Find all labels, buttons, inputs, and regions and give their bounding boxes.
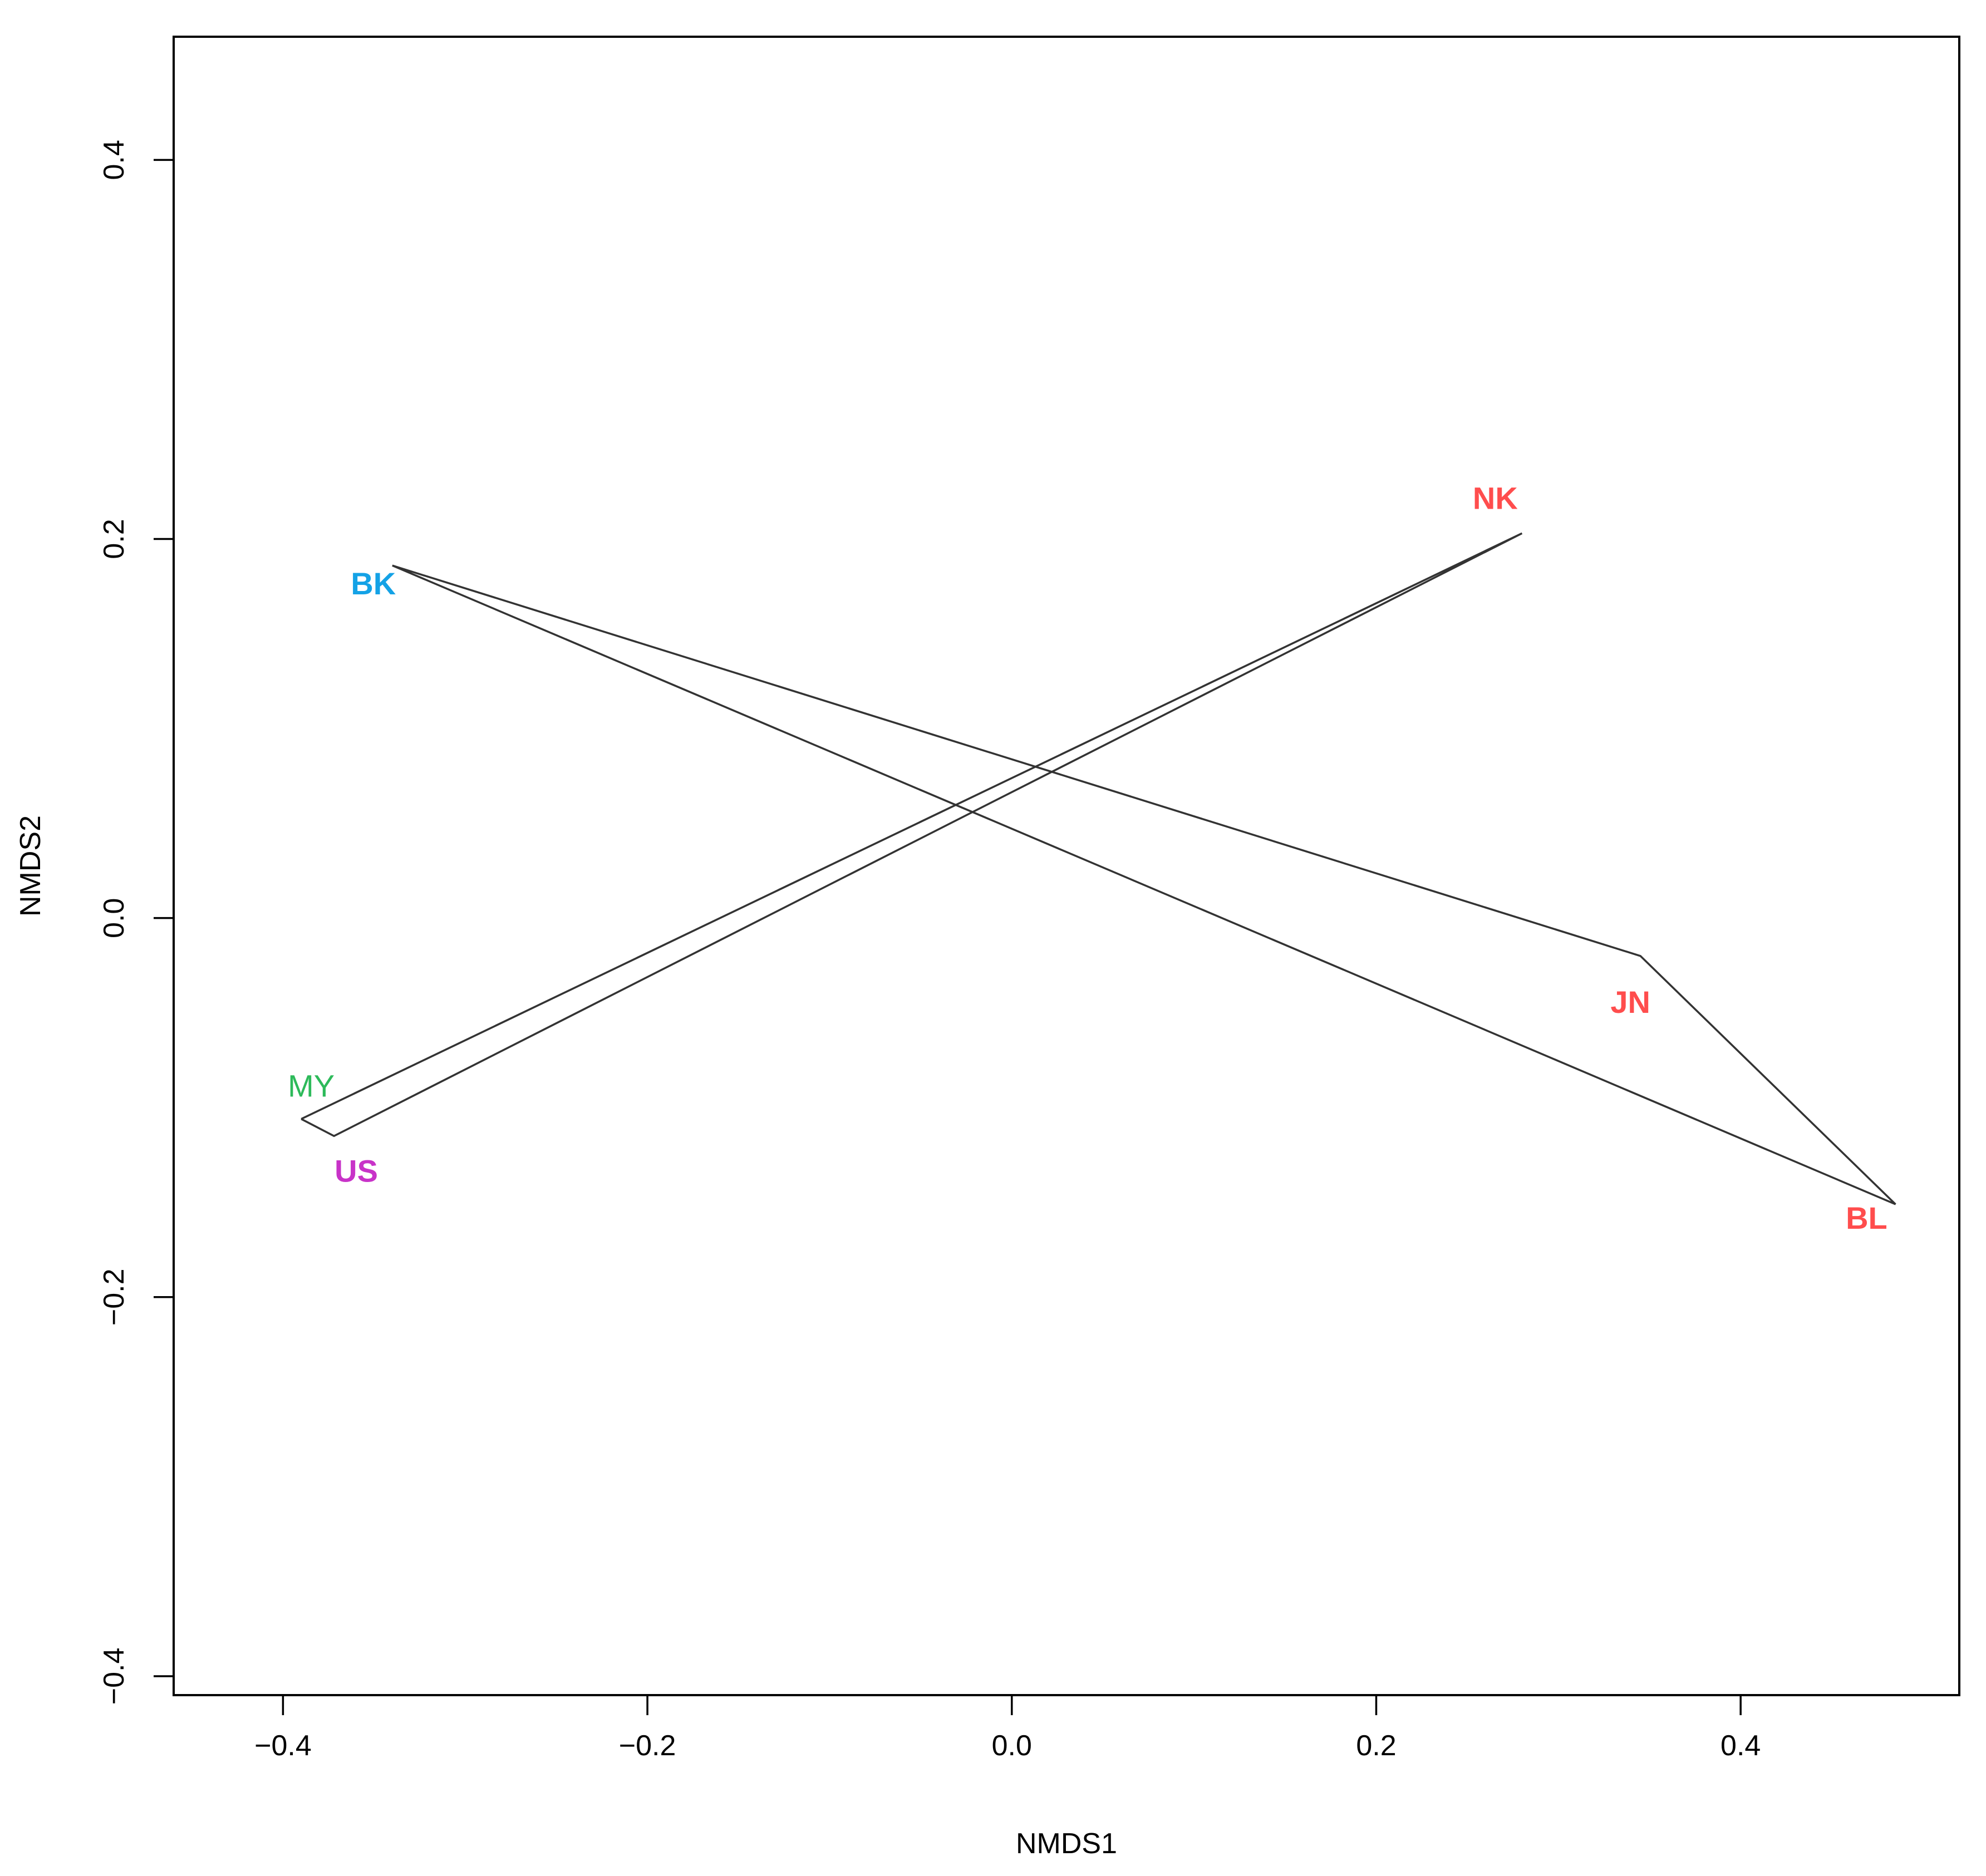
x-tick-label: 0.2 xyxy=(1356,1730,1396,1762)
point-label-nk: NK xyxy=(1473,480,1518,515)
point-label-jn: JN xyxy=(1610,984,1650,1020)
x-tick-label: 0.0 xyxy=(992,1730,1032,1762)
y-tick-label: −0.2 xyxy=(98,1268,130,1326)
x-tick-label: 0.4 xyxy=(1720,1730,1761,1762)
point-label-bl: BL xyxy=(1846,1200,1887,1235)
plot-frame xyxy=(173,36,1960,1696)
x-tick-label: −0.4 xyxy=(254,1730,312,1762)
point-label-my: MY xyxy=(288,1069,335,1104)
y-tick-label: −0.4 xyxy=(98,1648,130,1705)
connecting-lines xyxy=(301,532,1896,1205)
point-label-us: US xyxy=(335,1153,378,1188)
y-axis: −0.4 −0.2 0.0 0.2 0.4 xyxy=(98,140,175,1705)
x-axis-title: NMDS1 xyxy=(1016,1828,1117,1860)
y-tick-label: 0.0 xyxy=(98,898,130,938)
x-tick-label: −0.2 xyxy=(619,1730,676,1762)
point-label-bk: BK xyxy=(351,566,396,601)
connecting-line-2 xyxy=(392,564,1896,1205)
point-labels: NK BK JN MY US BL xyxy=(288,480,1887,1235)
x-axis: −0.4 −0.2 0.0 0.2 0.4 xyxy=(254,1694,1761,1762)
y-tick-label: 0.4 xyxy=(98,140,130,180)
y-axis-title: NMDS2 xyxy=(14,815,47,917)
y-tick-label: 0.2 xyxy=(98,519,130,559)
connecting-line-1 xyxy=(301,532,1523,1138)
